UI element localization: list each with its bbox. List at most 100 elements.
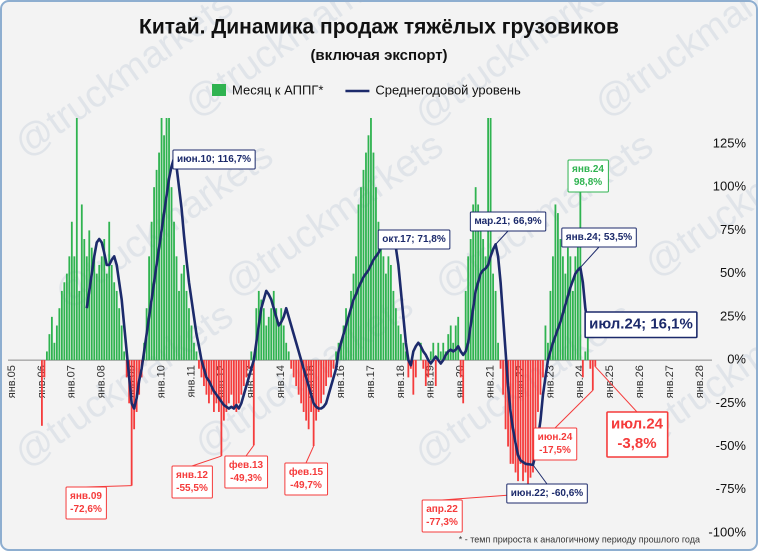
bar: [365, 152, 367, 361]
bar: [335, 351, 337, 361]
bar: [183, 264, 185, 361]
bar: [168, 118, 170, 361]
bar: [552, 256, 554, 361]
bar: [113, 282, 116, 361]
bar: [135, 360, 138, 412]
bar: [70, 221, 73, 361]
annotation-connector: [554, 389, 594, 429]
bar: [262, 308, 265, 361]
x-tick-label: янв.14: [275, 365, 287, 398]
bar: [215, 360, 218, 404]
bar: [178, 290, 180, 361]
bar: [320, 360, 323, 404]
bar: [404, 351, 407, 361]
x-tick-label: янв.16: [335, 365, 347, 398]
bar: [315, 360, 318, 421]
x-tick-label: янв.21: [485, 365, 497, 398]
annotation-label: янв.24; 53,5%: [566, 232, 632, 243]
bar: [115, 290, 118, 361]
y-tick-label: -75%: [716, 481, 747, 496]
x-tick-label: янв.24: [574, 365, 586, 398]
bar: [222, 360, 225, 421]
bar: [524, 360, 527, 473]
bar: [295, 360, 298, 387]
bar: [449, 325, 452, 361]
bar: [472, 204, 475, 361]
bar: [454, 325, 457, 361]
annotation-box: [533, 427, 578, 461]
bar: [332, 360, 335, 369]
bar: [297, 360, 300, 395]
bar: [522, 360, 524, 482]
annotation-label: июн.24: [538, 432, 573, 443]
bar: [482, 239, 485, 361]
bar: [217, 360, 220, 412]
legend-label: Месяц к АППГ*: [232, 82, 323, 97]
annotation-connector: [579, 246, 600, 268]
bar: [442, 342, 445, 361]
bar: [571, 290, 574, 361]
bar: [542, 360, 544, 378]
annotation-box: [561, 227, 637, 248]
bar: [50, 316, 53, 361]
legend-swatch: [212, 84, 226, 96]
bar: [123, 351, 126, 361]
bar: [589, 360, 592, 369]
annotation-box: [469, 211, 547, 232]
average-line: [85, 156, 596, 467]
annotation-label: янв.09: [70, 491, 102, 502]
annotation-connector: [245, 445, 255, 457]
annotation-connector: [532, 464, 548, 485]
bar: [357, 204, 360, 361]
bar: [424, 360, 427, 387]
bar: [584, 351, 587, 361]
bar: [407, 360, 410, 378]
bar: [53, 342, 56, 361]
x-tick-label: янв.17: [365, 365, 377, 398]
bar: [394, 308, 397, 361]
bar: [125, 360, 128, 378]
bar: [447, 334, 450, 361]
annotation-label: июл.24: [611, 416, 664, 433]
annotation-label: -55,5%: [176, 483, 208, 494]
bar: [180, 273, 183, 361]
bar: [80, 204, 83, 361]
y-tick-label: -50%: [716, 438, 747, 453]
bar: [285, 342, 288, 361]
bar: [422, 360, 425, 369]
y-tick-label: 125%: [713, 135, 747, 150]
bar: [213, 360, 215, 412]
annotation-box: [606, 411, 669, 458]
annotation-box: [172, 149, 256, 170]
bar: [118, 308, 121, 361]
bar: [512, 360, 514, 464]
bar: [60, 290, 63, 361]
annotation-label: июл.24; 16,1%: [589, 316, 693, 333]
bar: [175, 256, 178, 361]
bar: [527, 360, 529, 494]
bar: [385, 273, 387, 361]
annotation-label: янв.24: [572, 164, 604, 175]
bar: [539, 360, 542, 395]
bar: [484, 256, 487, 361]
bar: [277, 325, 280, 361]
bar: [352, 273, 355, 361]
bar: [98, 264, 101, 361]
bar: [45, 351, 48, 361]
bar: [479, 221, 482, 361]
annotation-box: [506, 483, 588, 504]
y-tick-label: 75%: [720, 222, 746, 237]
bar: [360, 187, 362, 361]
bar: [105, 273, 108, 361]
y-tick-label: 50%: [720, 265, 746, 280]
bar: [90, 247, 93, 361]
annotation-label: -3,8%: [617, 435, 656, 452]
bar: [198, 360, 200, 369]
bar: [48, 334, 51, 361]
legend: Месяц к АППГ* Среднегодовой уровень: [212, 82, 521, 97]
bar: [340, 342, 342, 361]
bar: [502, 360, 504, 395]
bar: [110, 264, 113, 361]
